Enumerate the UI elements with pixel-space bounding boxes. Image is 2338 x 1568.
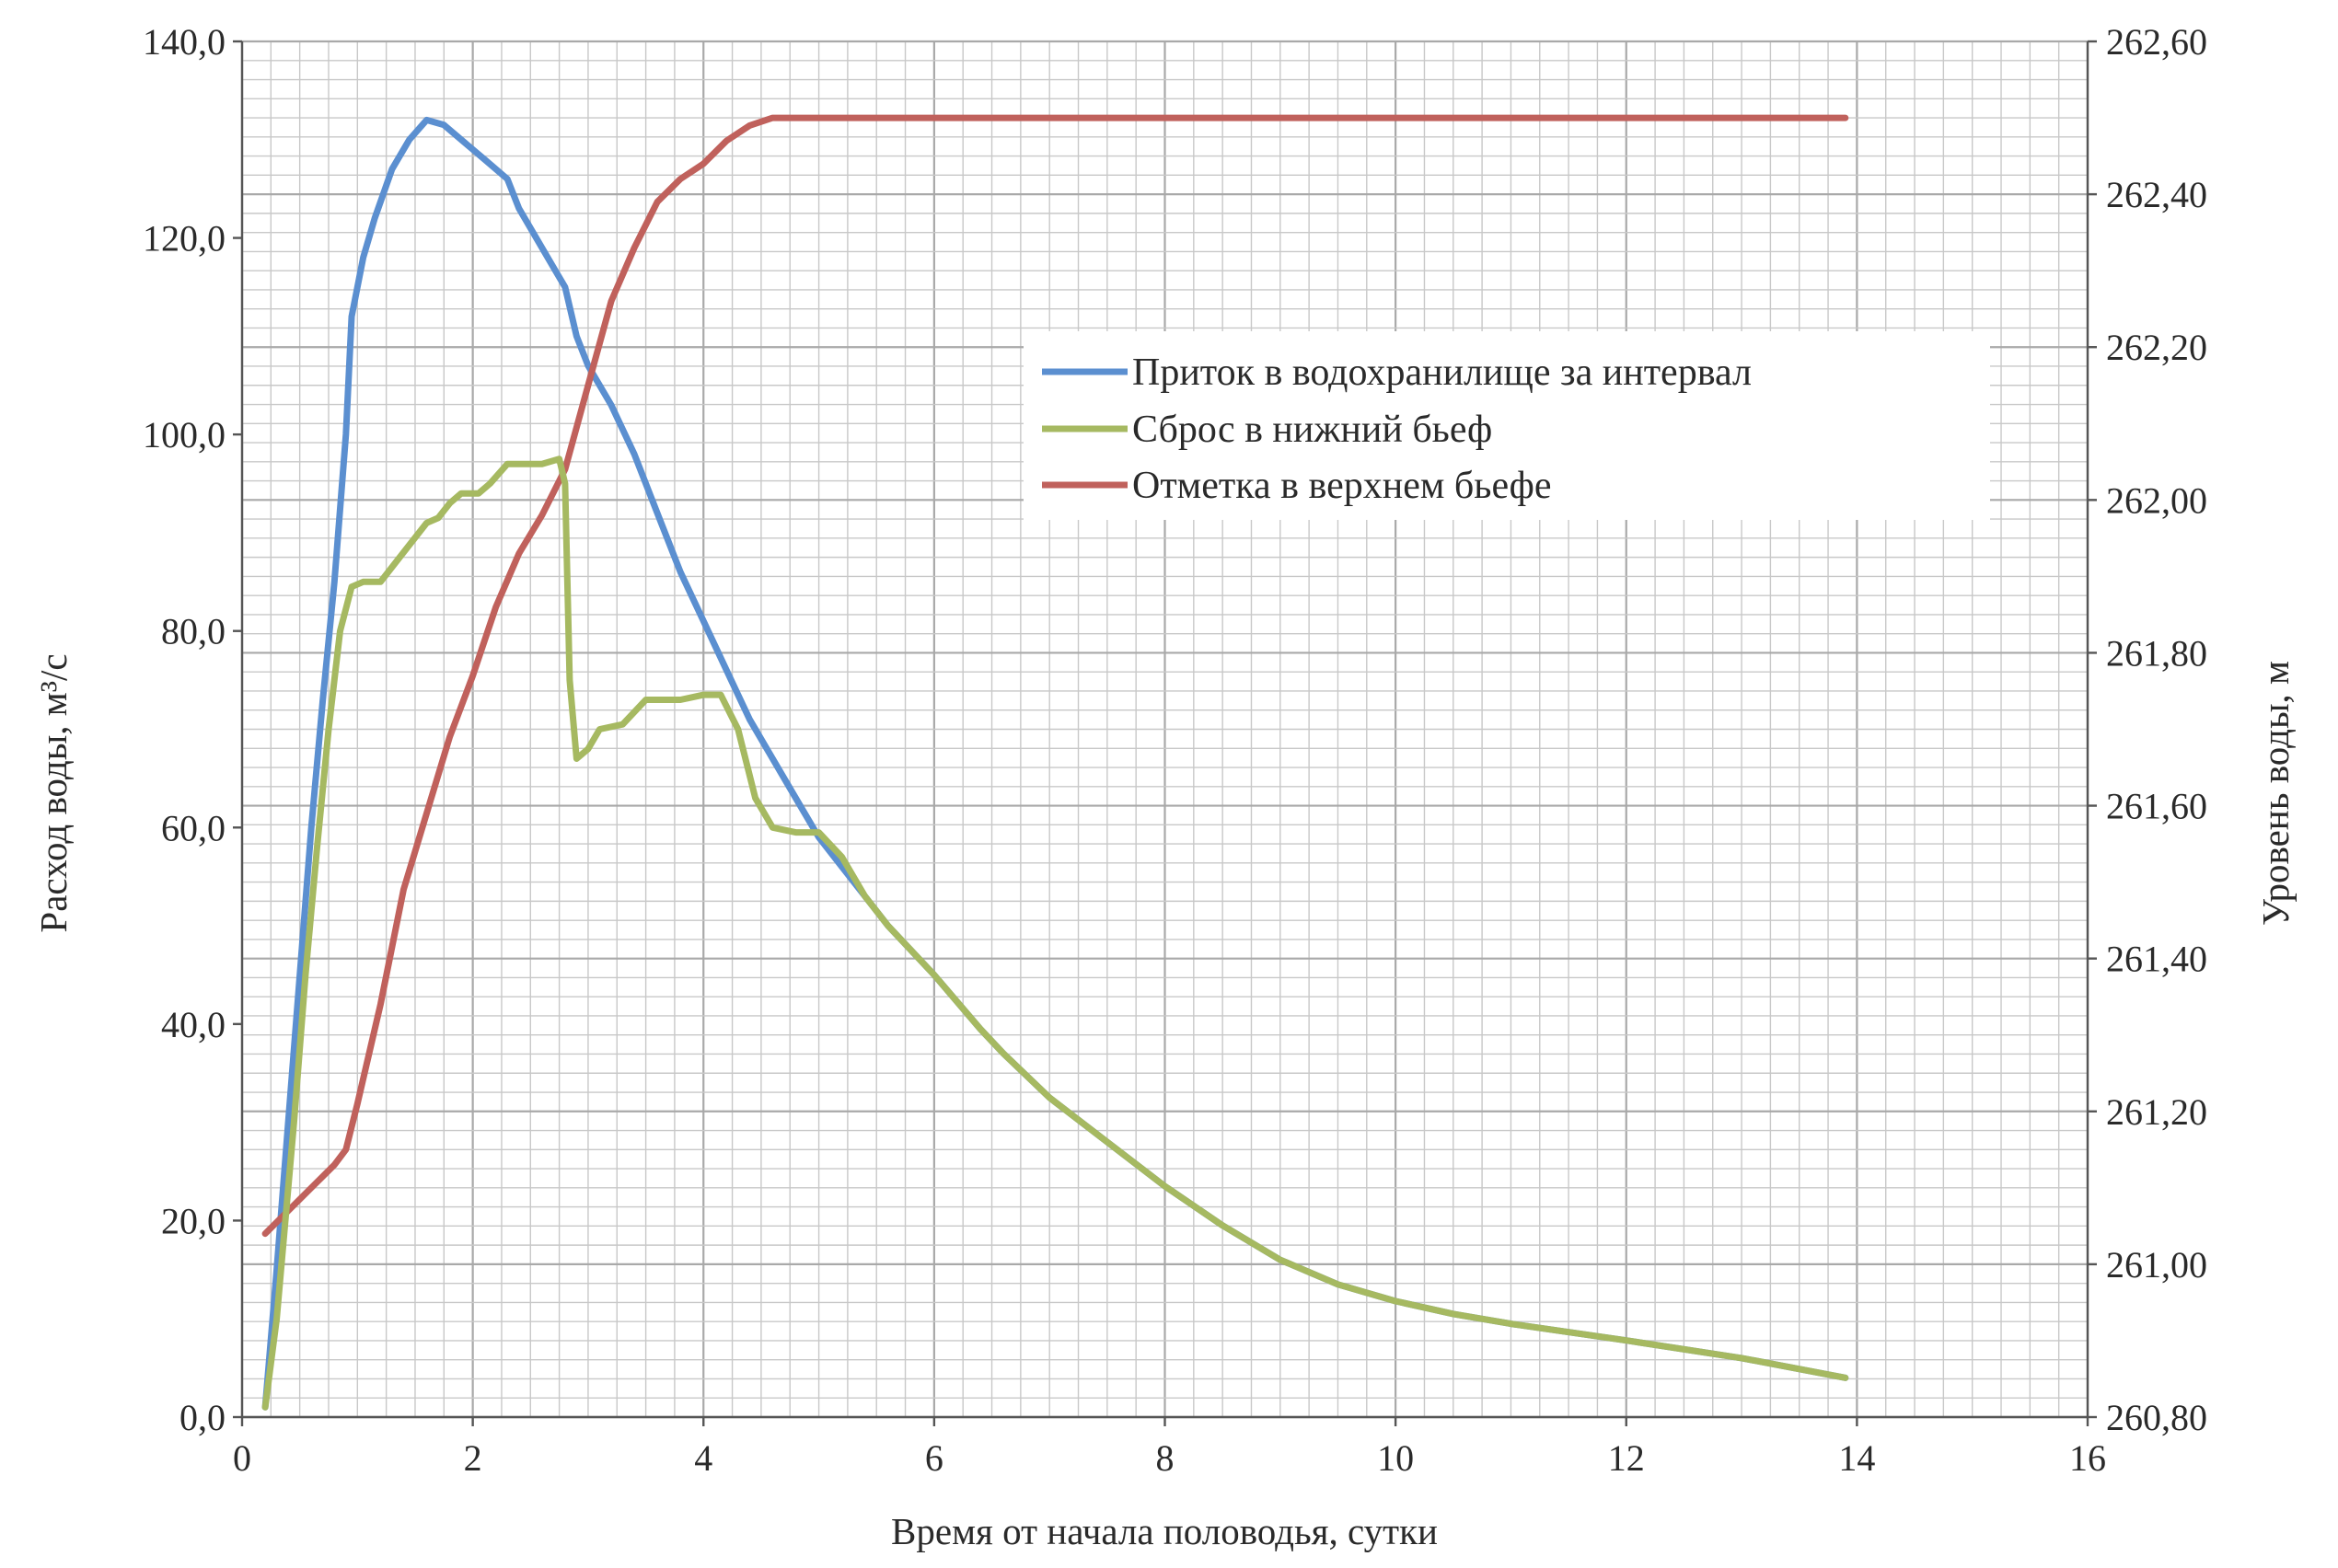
x-axis-title: Время от начала половодья, сутки xyxy=(891,1510,1438,1552)
y-right-tick-label: 262,40 xyxy=(2106,174,2207,215)
legend-box xyxy=(1024,331,1990,520)
y-left-tick-label: 80,0 xyxy=(161,611,226,652)
y-axis-left-title: Расход воды, м³/с xyxy=(32,653,75,932)
x-tick-label: 8 xyxy=(1156,1437,1175,1479)
y-right-tick-label: 261,60 xyxy=(2106,786,2207,827)
x-tick-label: 6 xyxy=(925,1437,943,1479)
y-right-tick-label: 261,40 xyxy=(2106,939,2207,980)
x-tick-label: 10 xyxy=(1377,1437,1414,1479)
series-level-line xyxy=(261,114,1849,1238)
series xyxy=(261,114,1849,1411)
y-axis-right-title: Уровень воды, м xyxy=(2254,661,2297,926)
legend-label-discharge: Сброс в нижний бьеф xyxy=(1132,409,1492,451)
series-discharge-line xyxy=(261,455,1849,1411)
y-left-tick-label: 20,0 xyxy=(161,1200,226,1241)
legend: Приток в водохранилище за интервал Сброс… xyxy=(1024,331,1990,520)
y-right-tick-label: 262,60 xyxy=(2106,21,2207,63)
y-right-tick-label: 261,80 xyxy=(2106,632,2207,674)
y-right-tick-label: 262,00 xyxy=(2106,479,2207,521)
y-left-tick-label: 60,0 xyxy=(161,807,226,848)
tick-labels: 0 2 4 6 8 10 12 14 16 0,0 20,0 40,0 60,0 80,0 100,0 120… xyxy=(143,21,2207,1479)
y-left-tick-label: 140,0 xyxy=(143,21,226,63)
y-right-tick-label: 262,20 xyxy=(2106,327,2207,368)
y-left-tick-label: 40,0 xyxy=(161,1004,226,1045)
legend-label-level: Отметка в верхнем бьефе xyxy=(1132,465,1551,507)
x-tick-label: 12 xyxy=(1608,1437,1645,1479)
y-right-tick-label: 260,80 xyxy=(2106,1397,2207,1438)
x-tick-label: 16 xyxy=(2069,1437,2106,1479)
x-tick-label: 14 xyxy=(1838,1437,1875,1479)
y-left-tick-label: 100,0 xyxy=(143,414,226,455)
x-tick-label: 0 xyxy=(233,1437,251,1479)
y-left-tick-label: 0,0 xyxy=(179,1397,226,1438)
legend-label-inflow: Приток в водохранилище за интервал xyxy=(1132,352,1752,394)
y-right-tick-label: 261,20 xyxy=(2106,1091,2207,1133)
y-right-tick-label: 261,00 xyxy=(2106,1244,2207,1286)
x-tick-label: 2 xyxy=(464,1437,482,1479)
x-tick-label: 4 xyxy=(694,1437,712,1479)
y-left-tick-label: 120,0 xyxy=(143,218,226,259)
